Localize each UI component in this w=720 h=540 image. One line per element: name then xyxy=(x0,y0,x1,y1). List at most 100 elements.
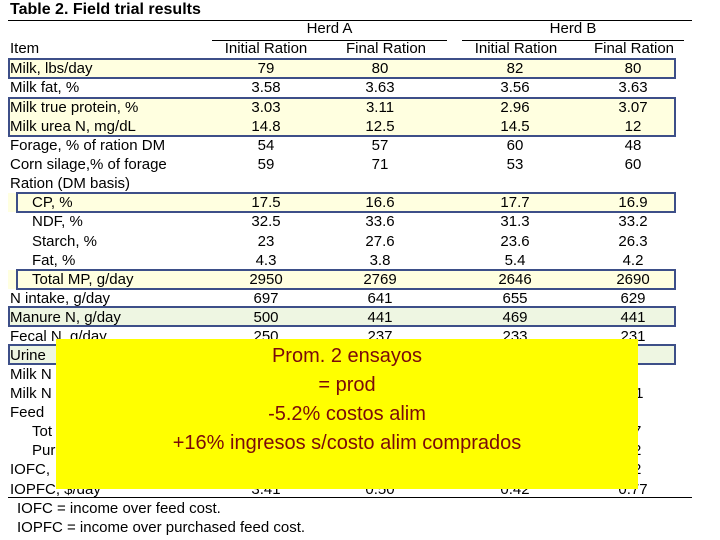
table-row: Starch, % 23 27.6 23.6 26.3 xyxy=(0,232,720,251)
table-row: Ration (DM basis) xyxy=(0,174,720,193)
row-label: N intake, g/day xyxy=(10,290,111,307)
row-value: 71 xyxy=(371,156,389,173)
row-value: 3.07 xyxy=(618,99,648,116)
row-label: Urine xyxy=(10,347,46,364)
table-row: NDF, % 32.5 33.6 31.3 33.2 xyxy=(0,212,720,231)
herd-b-underline xyxy=(462,40,684,41)
footnote: IOFC = income over feed cost. xyxy=(17,500,221,517)
row-value: 33.2 xyxy=(618,213,648,230)
row-value: 2646 xyxy=(498,271,532,288)
table-row: Total MP, g/day 2950 2769 2646 2690 xyxy=(0,270,720,289)
herd-a-underline xyxy=(212,40,447,41)
highlight-box xyxy=(8,58,676,79)
row-label: Milk fat, % xyxy=(10,79,80,96)
row-label: Feed xyxy=(10,404,45,421)
row-value: 4.2 xyxy=(622,252,644,269)
row-value: 23.6 xyxy=(500,233,530,250)
highlight-band xyxy=(8,59,676,78)
table-title: Table 2. Field trial results xyxy=(10,1,201,18)
row-value: 80 xyxy=(624,60,642,77)
row-value: 3.03 xyxy=(251,99,281,116)
row-value: 26.3 xyxy=(618,233,648,250)
row-label: Milk N xyxy=(10,385,52,402)
row-value: 33.6 xyxy=(365,213,395,230)
row-value: 27.6 xyxy=(365,233,395,250)
row-label: Pur xyxy=(32,442,56,459)
herd-b-final-header: Final Ration xyxy=(593,40,675,57)
table-row: Manure N, g/day 500 441 469 441 xyxy=(0,308,720,327)
row-value: 12.5 xyxy=(365,118,395,135)
herd-b-initial-header: Initial Ration xyxy=(474,40,558,57)
highlight-box xyxy=(16,192,676,213)
row-label: Tot xyxy=(32,423,53,440)
top-rule xyxy=(8,20,692,21)
table-row: Milk fat, % 3.58 3.63 3.56 3.63 xyxy=(0,78,720,97)
table-row: Milk true protein, % 3.03 3.11 2.96 3.07 xyxy=(0,98,720,117)
row-label: NDF, % xyxy=(32,213,83,230)
callout-line: Prom. 2 ensayos xyxy=(271,345,423,367)
table-row: N intake, g/day 697 641 655 629 xyxy=(0,289,720,308)
row-value: 23 xyxy=(257,233,275,250)
row-label: Milk N xyxy=(10,366,52,383)
row-value: 441 xyxy=(620,309,646,326)
herd-b-header: Herd B xyxy=(549,20,597,37)
row-label: Milk true protein, % xyxy=(10,99,139,116)
herd-a-initial-header: Initial Ration xyxy=(224,40,308,57)
callout-line: +16% ingresos s/costo alim comprados xyxy=(172,432,522,454)
table-row: Corn silage,% of forage 59 71 53 60 xyxy=(0,155,720,174)
row-value: 57 xyxy=(371,137,389,154)
row-value: 2769 xyxy=(363,271,397,288)
row-value: 641 xyxy=(367,290,393,307)
row-value: 14.8 xyxy=(251,118,281,135)
row-value: 17.5 xyxy=(251,194,281,211)
row-value: 3.58 xyxy=(251,79,281,96)
row-value: 4.3 xyxy=(255,252,277,269)
row-value: 3.63 xyxy=(618,79,648,96)
row-value: 629 xyxy=(620,290,646,307)
row-value: 441 xyxy=(367,309,393,326)
row-label: Milk, lbs/day xyxy=(10,60,93,77)
highlight-band xyxy=(8,270,676,289)
row-value: 16.9 xyxy=(618,194,648,211)
bottom-rule xyxy=(8,497,692,498)
table-row: Milk, lbs/day 79 80 82 80 xyxy=(0,59,720,78)
row-value: 17.7 xyxy=(500,194,530,211)
row-value: 79 xyxy=(257,60,275,77)
row-value: 3.63 xyxy=(365,79,395,96)
row-value: 469 xyxy=(502,309,528,326)
row-label: CP, % xyxy=(32,194,73,211)
row-label: Forage, % of ration DM xyxy=(10,137,166,154)
herd-a-header: Herd A xyxy=(306,20,353,37)
row-value: 2950 xyxy=(249,271,283,288)
footnote: IOPFC = income over purchased feed cost. xyxy=(17,519,306,536)
highlight-band xyxy=(8,193,676,212)
highlight-band xyxy=(8,307,676,326)
row-value: 3.56 xyxy=(500,79,530,96)
table-row: Feed xyxy=(0,403,720,422)
row-value: 48 xyxy=(624,137,642,154)
item-column-header: Item xyxy=(10,40,40,57)
row-value: 82 xyxy=(506,60,524,77)
row-value: 31.3 xyxy=(500,213,530,230)
row-value: 12 xyxy=(624,118,642,135)
row-value: 54 xyxy=(257,137,275,154)
table-row: Forage, % of ration DM 54 57 60 48 xyxy=(0,136,720,155)
row-value: 53 xyxy=(506,156,524,173)
row-value: 59 xyxy=(257,156,275,173)
row-value: 80 xyxy=(371,60,389,77)
row-value: 16.6 xyxy=(365,194,395,211)
row-label: Starch, % xyxy=(32,233,98,250)
callout-line: = prod xyxy=(318,374,376,396)
row-label: Manure N, g/day xyxy=(10,309,121,326)
row-label: Milk urea N, mg/dL xyxy=(10,118,136,135)
row-value: 14.5 xyxy=(500,118,530,135)
row-value: 2690 xyxy=(616,271,650,288)
table-row: Fat, % 4.3 3.8 5.4 4.2 xyxy=(0,251,720,270)
row-value: 697 xyxy=(253,290,279,307)
herd-a-final-header: Final Ration xyxy=(345,40,427,57)
row-value: 2.96 xyxy=(500,99,530,116)
row-value: 32.5 xyxy=(251,213,281,230)
callout-line: -5.2% costos alim xyxy=(268,403,426,425)
summary-callout: Prom. 2 ensayos = prod -5.2% costos alim… xyxy=(56,339,638,489)
row-label: Fat, % xyxy=(32,252,76,269)
